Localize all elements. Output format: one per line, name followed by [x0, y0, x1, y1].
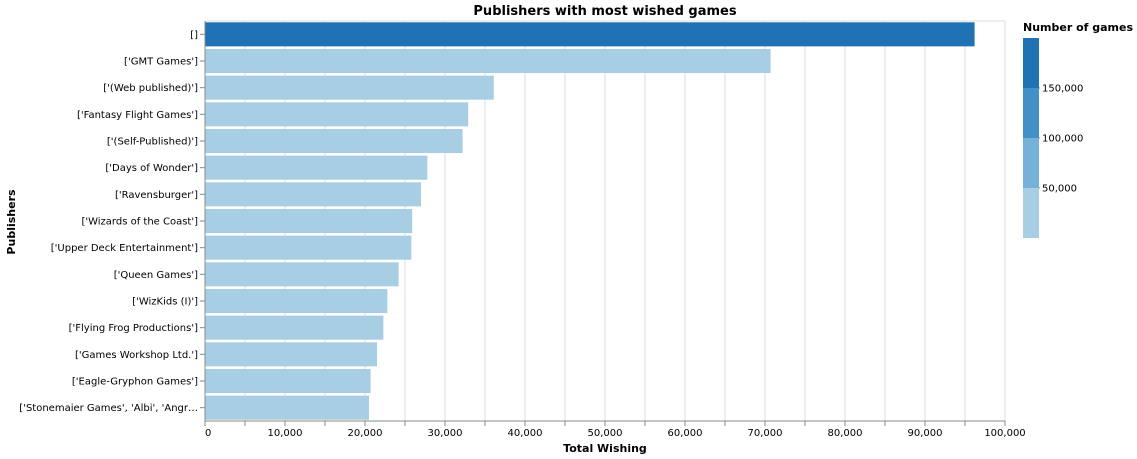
- legend-title: Number of games: [1023, 21, 1133, 34]
- x-tick-label: 20,000: [348, 428, 383, 439]
- y-tick-label: ['Wizards of the Coast']: [81, 217, 198, 228]
- bar[interactable]: [205, 395, 369, 420]
- y-tick-label: ['Queen Games']: [114, 270, 198, 281]
- y-tick-label: ['Days of Wonder']: [105, 163, 198, 174]
- bar[interactable]: [205, 208, 413, 234]
- y-axis: [] ['GMT Games'] ['(Web published)'] ['Fant…: [19, 21, 206, 421]
- x-tick-label: 90,000: [908, 428, 943, 439]
- bar[interactable]: [205, 155, 428, 180]
- y-tick-label: []: [190, 30, 198, 41]
- y-tick-label: ['Eagle-Gryphon Games']: [72, 377, 198, 388]
- x-tick-label: 0: [205, 428, 211, 439]
- y-tick-label: ['Upper Deck Entertainment']: [51, 243, 198, 254]
- legend-swatch: [1023, 88, 1039, 138]
- x-tick-label: 50,000: [588, 428, 623, 439]
- bar[interactable]: [205, 235, 412, 260]
- bars: [205, 22, 975, 420]
- x-axis-title: Total Wishing: [563, 442, 647, 455]
- y-tick-label: ['Stonemaier Games', 'Albi', 'Angr…: [19, 403, 198, 414]
- x-tick-label: 80,000: [828, 428, 863, 439]
- legend-swatch: [1023, 188, 1039, 238]
- y-tick-label: ['GMT Games']: [124, 57, 198, 68]
- legend-gradient: [1023, 38, 1039, 238]
- x-tick-label: 30,000: [428, 428, 463, 439]
- legend-swatch: [1023, 138, 1039, 188]
- bar[interactable]: [205, 75, 494, 100]
- bar[interactable]: [205, 342, 377, 367]
- bar[interactable]: [205, 182, 421, 207]
- legend-label: 100,000: [1042, 134, 1083, 145]
- y-tick-label: ['(Web published)']: [103, 83, 198, 94]
- bar[interactable]: [205, 48, 771, 74]
- bar[interactable]: [205, 262, 399, 287]
- y-tick-label: ['Flying Frog Productions']: [69, 323, 198, 334]
- y-tick-label: ['Games Workshop Ltd.']: [75, 350, 198, 361]
- legend-labels: 150,000 100,000 50,000: [1039, 84, 1083, 195]
- bar[interactable]: [205, 102, 469, 127]
- y-tick-label: ['WizKids (I)']: [132, 297, 198, 308]
- x-tick-label: 70,000: [748, 428, 783, 439]
- bar[interactable]: [205, 22, 975, 47]
- y-tick-label: ['Ravensburger']: [115, 190, 198, 201]
- legend: Number of games 150,000 100,000 50,000: [1023, 21, 1133, 238]
- y-tick-label: ['Fantasy Flight Games']: [77, 110, 198, 121]
- legend-label: 50,000: [1042, 184, 1077, 195]
- x-tick-label: 40,000: [508, 428, 543, 439]
- y-tick-label: ['(Self-Published)']: [107, 137, 198, 148]
- bar[interactable]: [205, 368, 371, 394]
- legend-label: 150,000: [1042, 84, 1083, 95]
- bar[interactable]: [205, 128, 463, 154]
- chart-title: Publishers with most wished games: [473, 4, 736, 19]
- x-tick-label: 10,000: [268, 428, 303, 439]
- y-axis-title: Publishers: [5, 189, 18, 255]
- bar[interactable]: [205, 288, 388, 314]
- x-tick-label: 100,000: [984, 428, 1025, 439]
- bar[interactable]: [205, 315, 384, 340]
- legend-swatch: [1023, 38, 1039, 88]
- x-axis: 0 10,000 20,000 30,000 40,000 50,000 60,000 70,…: [204, 420, 1026, 439]
- x-tick-label: 60,000: [668, 428, 703, 439]
